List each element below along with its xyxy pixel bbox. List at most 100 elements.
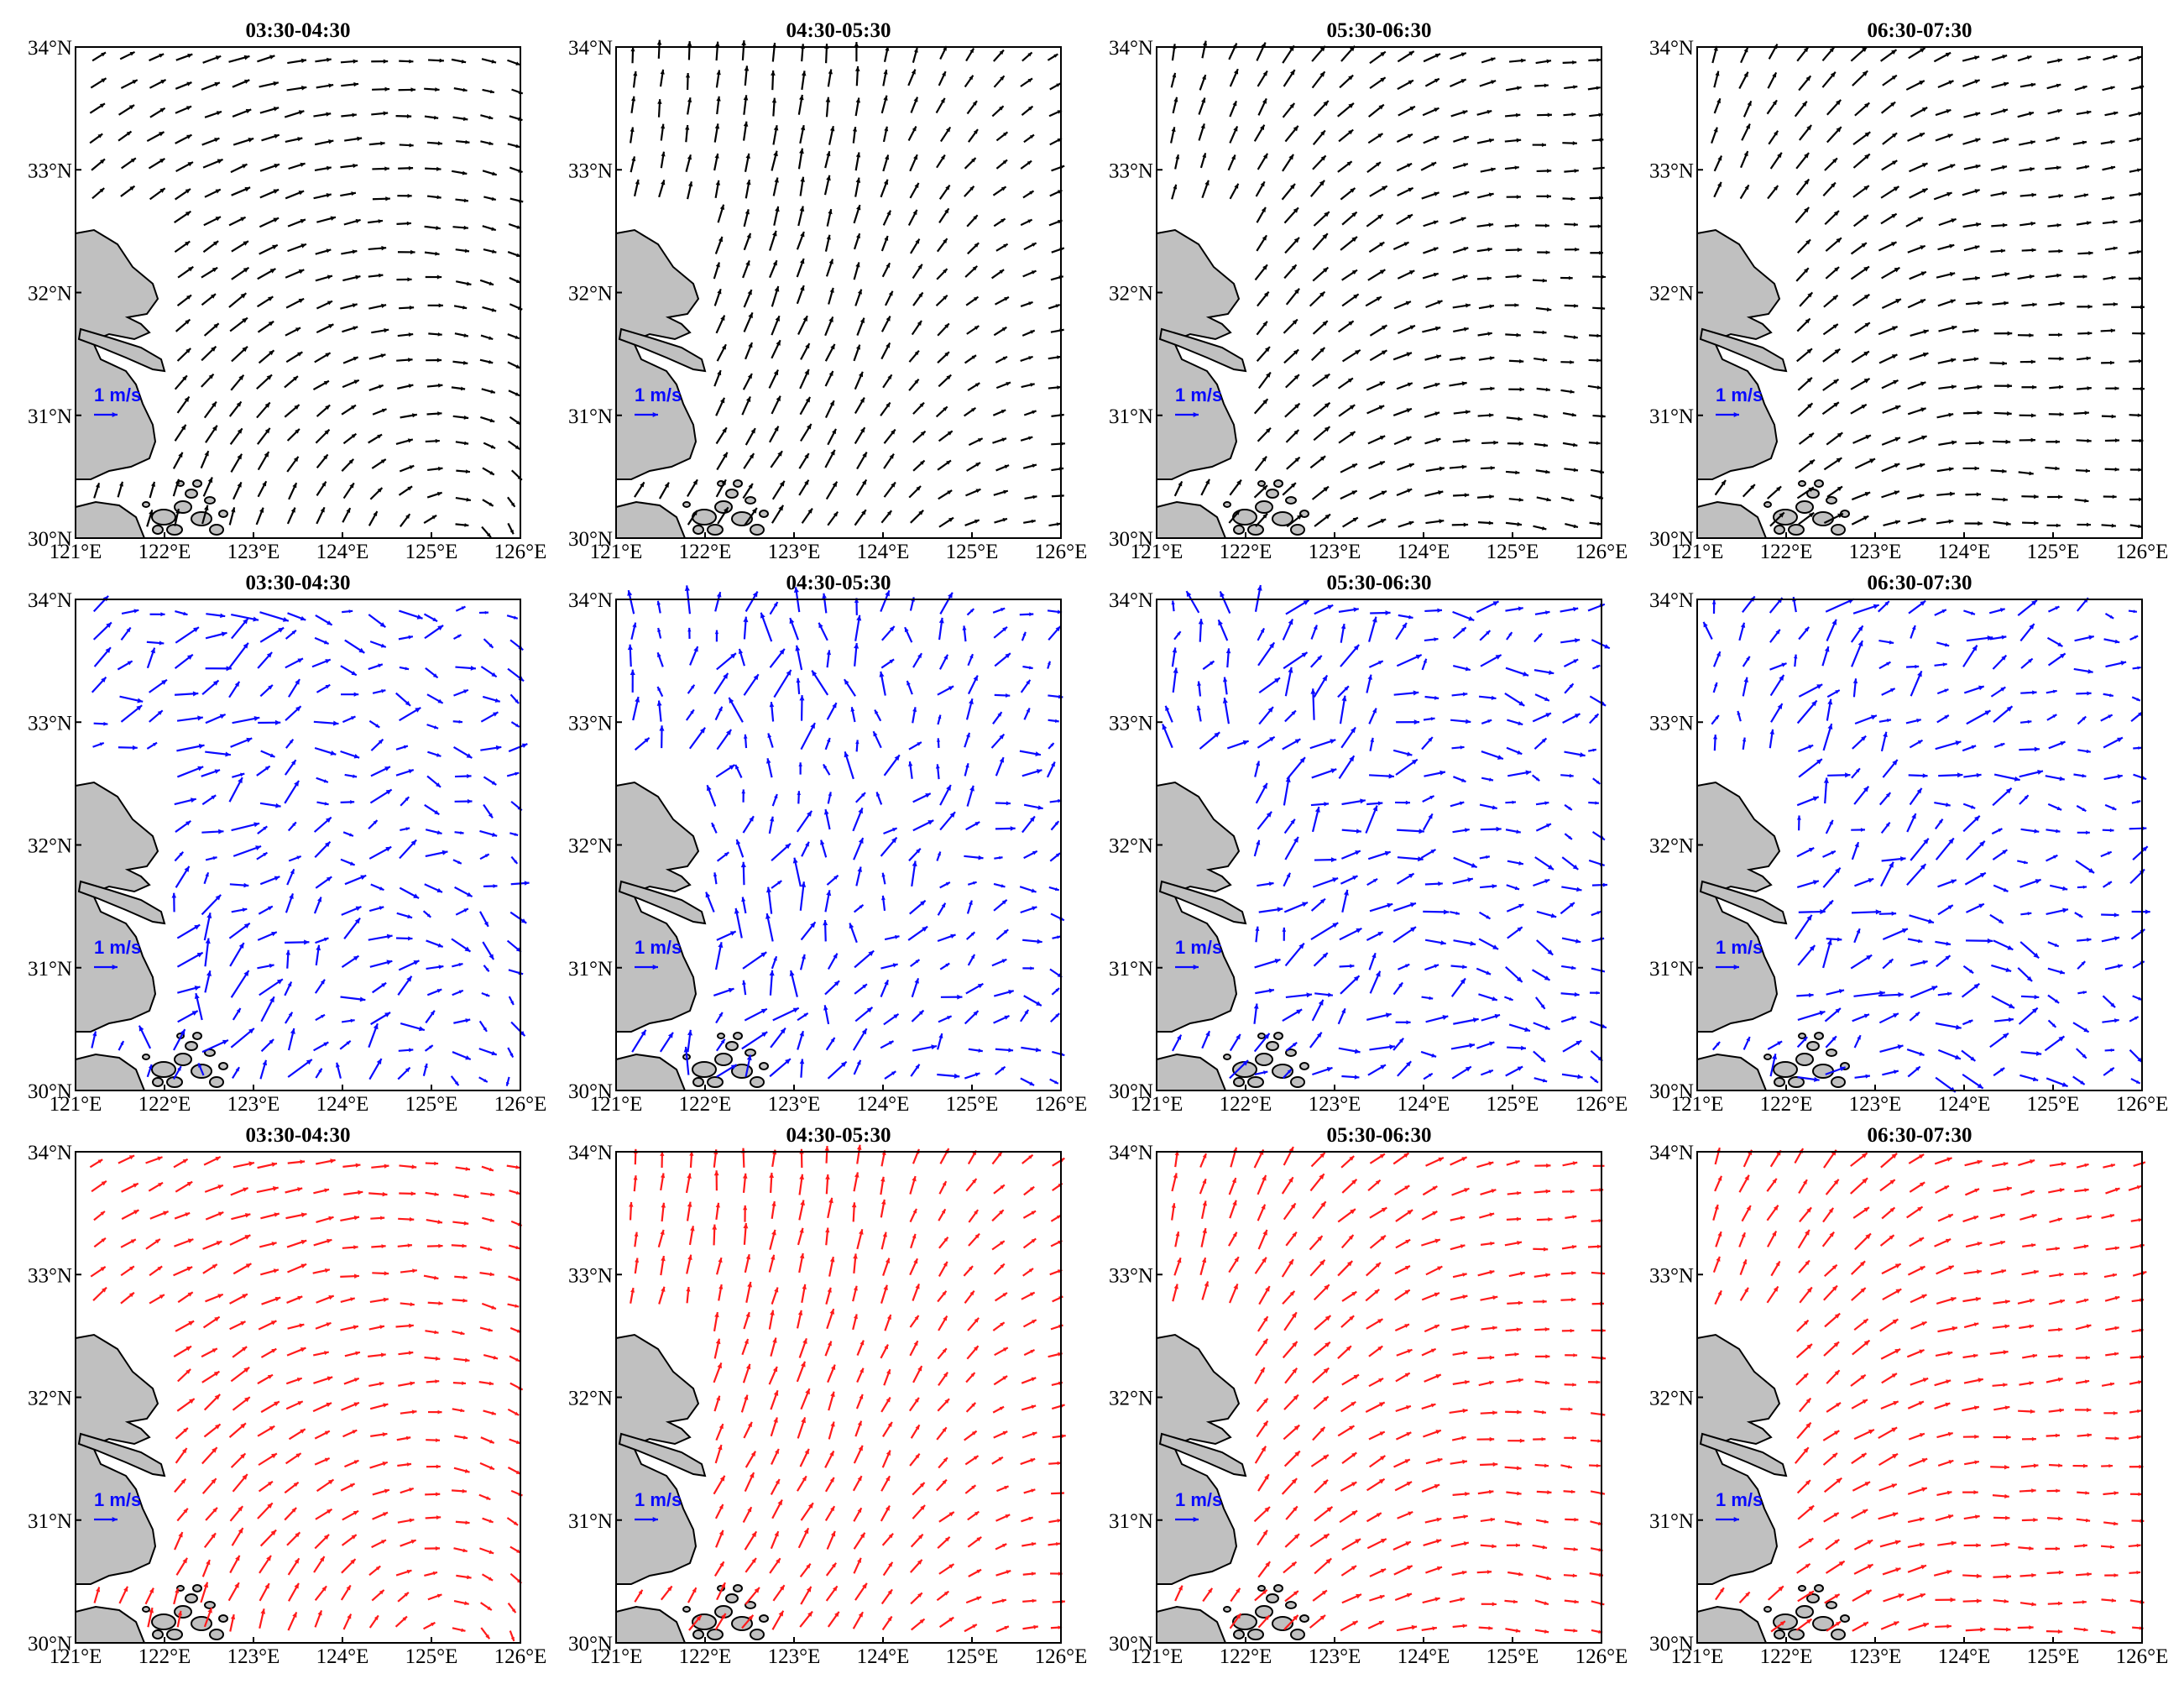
current-vector-head [656, 39, 662, 45]
current-vector-head [355, 275, 361, 280]
current-vector-head [1573, 335, 1578, 340]
current-vector-head [377, 434, 383, 439]
y-tick-label: 32°N [568, 283, 613, 306]
current-vector-head [743, 121, 749, 127]
y-tick-label: 30°N [1649, 1080, 1694, 1103]
coastline-south [1156, 1053, 1227, 1091]
current-vector-head [236, 1008, 241, 1013]
current-vector-head [1439, 466, 1445, 472]
current-vector-head [1597, 521, 1601, 526]
current-vector-head [463, 333, 468, 337]
current-vector-head [1596, 358, 1601, 363]
coastline-south [1696, 500, 1768, 539]
island-3 [1266, 489, 1279, 499]
current-vector-head [844, 751, 849, 758]
x-tick-label: 123°E [227, 1645, 280, 1668]
current-vector-head [1293, 125, 1298, 132]
x-tick-label: 124°E [857, 1093, 910, 1116]
x-tick-label: 122°E [679, 1093, 732, 1116]
current-vector-head [2056, 523, 2061, 528]
current-vector-head [1808, 432, 1814, 438]
chongming-island [77, 880, 166, 925]
current-vector-head [434, 809, 440, 815]
current-vector-head [515, 445, 520, 450]
current-vector-head [804, 479, 809, 485]
island-8 [192, 1584, 202, 1592]
current-vector-head [1323, 101, 1329, 107]
y-tick-label: 30°N [1109, 528, 1153, 551]
current-vector-head [120, 1041, 124, 1045]
current-vector-head [823, 919, 828, 926]
current-vector-head [492, 832, 498, 837]
current-vector-head [1056, 83, 1061, 87]
current-vector-head [1233, 126, 1238, 132]
current-vector-head [1919, 1051, 1925, 1056]
current-vector-head [1837, 937, 1842, 942]
current-vector-head [99, 742, 104, 746]
current-vector-head [1488, 192, 1494, 197]
current-vector-head [132, 745, 138, 750]
current-vector-head [1354, 1075, 1360, 1080]
current-vector-head [1891, 354, 1898, 359]
current-vector-head [466, 281, 472, 286]
island-6 [1831, 1076, 1846, 1088]
current-vector-head [1260, 124, 1265, 131]
scale-label: 1 m/s [1175, 384, 1222, 405]
current-vector-head [513, 615, 518, 620]
current-vector-head [175, 479, 180, 484]
current-vector-head [2007, 384, 2013, 389]
current-vector-head [1235, 510, 1241, 515]
current-vector-head [323, 779, 328, 783]
current-vector-head [268, 321, 274, 327]
current-vector-head [1028, 356, 1033, 360]
y-tick-label: 31°N [568, 958, 613, 981]
x-tick-label: 126°E [1575, 541, 1628, 563]
current-vector-head [828, 209, 833, 215]
current-vector-head [855, 344, 860, 350]
island-2 [1812, 1064, 1834, 1079]
current-vector-head [234, 681, 240, 688]
current-vector-head [1601, 414, 1606, 419]
current-vector-head [1894, 490, 1899, 495]
current-vector-head [324, 802, 329, 806]
current-vector-head [944, 323, 949, 329]
current-vector-head [1892, 326, 1898, 331]
current-vector-head [1423, 658, 1427, 663]
current-vector-head [1518, 497, 1523, 502]
current-vector-head [1002, 356, 1007, 361]
current-vector-head [1518, 441, 1524, 446]
current-vector-head [1032, 410, 1037, 415]
current-vector-head [1861, 46, 1868, 53]
current-vector-head [750, 428, 755, 434]
current-vector-head [1202, 153, 1207, 158]
current-vector-head [375, 724, 380, 728]
current-vector-head [351, 716, 356, 720]
current-vector-head [721, 344, 726, 350]
current-vector-head [1779, 512, 1784, 518]
current-vector-head [350, 1018, 355, 1023]
current-vector-head [799, 148, 804, 154]
island-1 [1255, 500, 1273, 514]
current-vector-head [324, 429, 330, 435]
current-vector-head [1351, 490, 1357, 495]
current-vector-head [159, 641, 165, 646]
chongming-island [618, 327, 707, 373]
current-vector-head [253, 822, 260, 828]
current-vector-head [999, 106, 1004, 111]
current-vector-head [748, 484, 753, 489]
current-vector-head [1542, 330, 1547, 335]
x-tick-label: 123°E [768, 1093, 821, 1116]
current-vector-head [1571, 1016, 1576, 1021]
current-vector-head [919, 402, 924, 408]
current-vector-head [1060, 442, 1065, 447]
current-vector-head [408, 165, 414, 170]
current-vector-head [418, 1026, 425, 1032]
current-vector-head [463, 225, 468, 230]
current-vector-head [357, 136, 363, 141]
island-1 [1795, 500, 1814, 514]
current-vector-head [1350, 187, 1356, 193]
x-tick-label: 126°E [1035, 541, 1088, 563]
current-vector-head [2138, 276, 2143, 281]
x-tick-label: 125°E [946, 541, 999, 563]
current-vector-head [1804, 179, 1810, 185]
